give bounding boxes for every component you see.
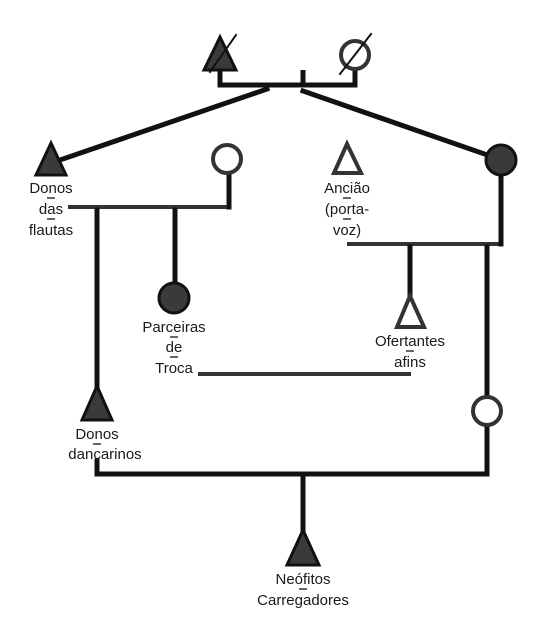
- parceiras-circle: [157, 281, 191, 315]
- label-donos-dancarinos-1: Donos: [75, 426, 118, 443]
- donos-flautas-triangle: [33, 139, 69, 177]
- label-neofitos-1: Neófitos: [275, 571, 330, 588]
- top-male-deceased-triangle: [201, 33, 239, 72]
- label-parceiras-2: de: [166, 339, 183, 356]
- label-ticks: [47, 197, 414, 590]
- connector-lines: [56, 67, 504, 535]
- deceased-slash-female: [338, 32, 373, 76]
- ofertantes-triangle: [393, 290, 428, 329]
- label-anciao-2: (porta-: [325, 201, 369, 218]
- label-anciao-3: voz): [333, 222, 361, 239]
- label-neofitos-2: Carregadores: [257, 592, 349, 609]
- label-donos-flautas-2: das: [39, 201, 63, 218]
- label-ofertantes-1: Ofertantes: [375, 333, 445, 350]
- descent-line-left: [56, 85, 271, 164]
- label-donos-dancarinos-2: dançarinos: [68, 446, 141, 463]
- right-female-circle: [484, 143, 518, 177]
- labels: Donos das flautas Ancião (porta- voz) Pa…: [29, 180, 445, 609]
- symbols: [33, 32, 518, 567]
- label-ofertantes-2: afins: [394, 354, 426, 371]
- descent-line-right: [299, 87, 500, 162]
- label-parceiras-1: Parceiras: [142, 319, 205, 336]
- top-marriage-line: [217, 67, 358, 88]
- donos-dancarinos-triangle: [79, 382, 115, 422]
- label-donos-flautas-3: flautas: [29, 222, 73, 239]
- neofitos-triangle: [284, 526, 322, 567]
- spouse-female-circle: [211, 143, 243, 175]
- deceased-slash-male: [208, 33, 238, 74]
- lower-right-female-circle: [471, 395, 503, 427]
- anciao-triangle: [330, 139, 365, 175]
- label-donos-flautas-1: Donos: [29, 180, 72, 197]
- label-anciao-1: Ancião: [324, 180, 370, 197]
- label-parceiras-3: Troca: [155, 360, 193, 377]
